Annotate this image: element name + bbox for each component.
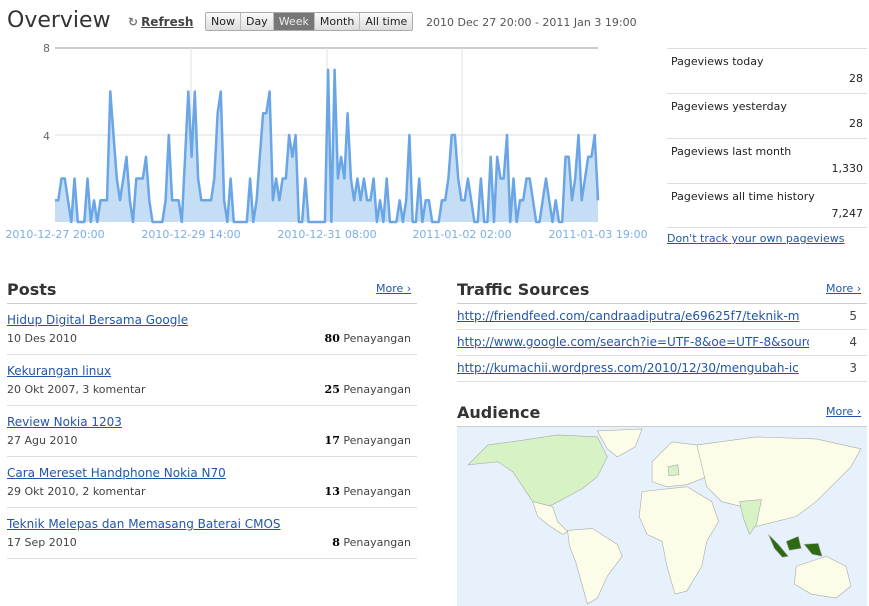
post-row: Cara Mereset Handphone Nokia N70 29 Okt … — [7, 457, 417, 508]
germany — [667, 464, 680, 477]
australia — [793, 555, 852, 599]
post-views: 13 Penayangan — [325, 485, 411, 498]
south-america — [567, 528, 623, 605]
stat-yesterday: Pageviews yesterday 28 — [667, 93, 867, 138]
stat-all-time: Pageviews all time history 7,247 — [667, 183, 867, 228]
y-tick-label: 4 — [43, 130, 50, 143]
view-unit: Penayangan — [343, 383, 411, 396]
stat-last-month: Pageviews last month 1,330 — [667, 138, 867, 183]
post-title-link[interactable]: Kekurangan linux — [7, 364, 112, 378]
divider — [457, 303, 867, 304]
refresh-icon: ↻ — [128, 15, 139, 29]
posts-more-link[interactable]: More › — [376, 282, 412, 295]
central-america — [532, 501, 569, 535]
post-row: Review Nokia 1203 27 Agu 2010 17 Penayan… — [7, 406, 417, 457]
range-week-button[interactable]: Week — [273, 13, 315, 30]
indonesia — [768, 534, 823, 558]
post-title-link[interactable]: Review Nokia 1203 — [7, 415, 122, 429]
asia — [696, 436, 862, 527]
post-meta: 17 Sep 2010 — [7, 536, 77, 549]
x-tick-label: 2011-01-02 02:00 — [412, 228, 511, 241]
date-range: 2010 Dec 27 20:00 - 2011 Jan 3 19:00 — [426, 16, 637, 29]
traffic-source-link[interactable]: http://www.google.com/search?ie=UTF-8&oe… — [457, 335, 809, 349]
view-unit: Penayangan — [343, 434, 411, 447]
view-unit: Penayangan — [343, 332, 411, 345]
posts-heading: Posts — [7, 280, 57, 299]
traffic-more-link[interactable]: More › — [826, 282, 862, 295]
audience-world-map[interactable] — [457, 426, 867, 606]
view-unit: Penayangan — [343, 485, 411, 498]
india — [739, 499, 762, 536]
traffic-source-row: http://kumachii.wordpress.com/2010/12/30… — [457, 356, 867, 382]
audience-more-link[interactable]: More › — [826, 405, 862, 418]
range-alltime-button[interactable]: All time — [360, 13, 413, 30]
traffic-count: 4 — [849, 335, 857, 349]
refresh-button[interactable]: ↻ Refresh — [128, 15, 194, 29]
audience-heading: Audience — [457, 403, 541, 422]
range-selector: Now Day Week Month All time — [205, 12, 414, 31]
traffic-source-row: http://www.google.com/search?ie=UTF-8&oe… — [457, 330, 867, 356]
post-meta: 10 Des 2010 — [7, 332, 77, 345]
post-title-link[interactable]: Cara Mereset Handphone Nokia N70 — [7, 466, 226, 480]
traffic-source-link[interactable]: http://kumachii.wordpress.com/2010/12/30… — [457, 361, 799, 375]
dont-track-link[interactable]: Don't track your own pageviews — [667, 232, 845, 245]
x-tick-label: 2010-12-31 08:00 — [277, 228, 376, 241]
post-views: 25 Penayangan — [325, 383, 411, 396]
north-america — [467, 434, 608, 509]
post-title-link[interactable]: Hidup Digital Bersama Google — [7, 313, 189, 327]
view-count: 8 — [332, 536, 340, 549]
traffic-heading: Traffic Sources — [457, 280, 590, 299]
traffic-source-row: http://friendfeed.com/candraadiputra/e69… — [457, 304, 867, 330]
range-day-button[interactable]: Day — [240, 13, 274, 30]
africa — [638, 486, 720, 595]
pageviews-chart: 8 4 2010-12-27 20:00 2010-12-29 14:00 20… — [5, 42, 647, 241]
divider — [7, 303, 417, 304]
post-title-link[interactable]: Teknik Melepas dan Memasang Baterai CMOS — [7, 517, 281, 531]
view-count: 80 — [324, 332, 340, 345]
x-tick-label: 2010-12-27 20:00 — [5, 228, 104, 241]
traffic-count: 3 — [849, 361, 857, 375]
view-count: 25 — [324, 383, 340, 396]
post-views: 17 Penayangan — [325, 434, 411, 447]
range-month-button[interactable]: Month — [314, 13, 361, 30]
range-now-button[interactable]: Now — [206, 13, 241, 30]
post-row: Kekurangan linux 20 Okt 2007, 3 komentar… — [7, 355, 417, 406]
x-tick-label: 2011-01-03 19:00 — [548, 228, 647, 241]
traffic-count: 5 — [849, 309, 857, 323]
greenland — [596, 428, 643, 458]
traffic-source-link[interactable]: http://friendfeed.com/candraadiputra/e69… — [457, 309, 800, 323]
post-row: Hidup Digital Bersama Google 10 Des 2010… — [7, 304, 417, 355]
view-count: 17 — [324, 434, 340, 447]
chart-line — [55, 68, 600, 224]
post-meta: 27 Agu 2010 — [7, 434, 78, 447]
post-row: Teknik Melepas dan Memasang Baterai CMOS… — [7, 508, 417, 559]
pageview-stats: Pageviews today 28 Pageviews yesterday 28 … — [667, 48, 867, 228]
page-title: Overview — [7, 8, 111, 33]
post-views: 8 Penayangan — [332, 536, 411, 549]
stat-today: Pageviews today 28 — [667, 48, 867, 93]
view-unit: Penayangan — [343, 536, 411, 549]
y-tick-label: 8 — [43, 42, 50, 55]
post-meta: 20 Okt 2007, 3 komentar — [7, 383, 146, 396]
post-meta: 29 Okt 2010, 2 komentar — [7, 485, 146, 498]
post-views: 80 Penayangan — [325, 332, 411, 345]
view-count: 13 — [324, 485, 340, 498]
x-tick-label: 2010-12-29 14:00 — [141, 228, 240, 241]
